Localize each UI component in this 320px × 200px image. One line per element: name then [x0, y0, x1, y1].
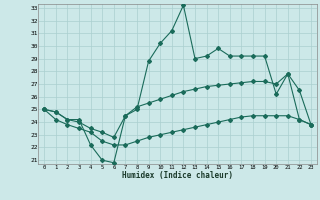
X-axis label: Humidex (Indice chaleur): Humidex (Indice chaleur)	[122, 171, 233, 180]
